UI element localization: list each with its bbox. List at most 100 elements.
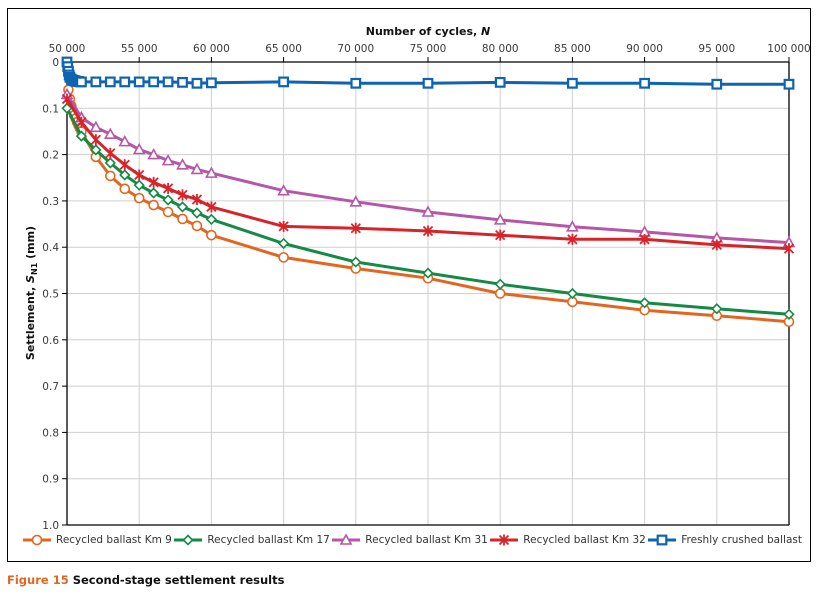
- data-point-recycled-ballast-km-32: [90, 134, 102, 146]
- data-point-freshly-crushed-ballast: [162, 76, 174, 88]
- data-point-freshly-crushed-ballast: [711, 78, 723, 90]
- data-point-recycled-ballast-km-31: [132, 142, 146, 155]
- y-tick-label: 0.9: [42, 474, 59, 486]
- data-point-recycled-ballast-km-17: [277, 237, 290, 250]
- data-point-recycled-ballast-km-9: [206, 229, 217, 241]
- series-recycled-ballast-km-32: [61, 93, 795, 255]
- legend-label: Recycled ballast Km 32: [523, 534, 646, 546]
- data-point-recycled-ballast-km-17: [176, 201, 189, 213]
- data-point-recycled-ballast-km-32: [350, 222, 361, 234]
- data-point-recycled-ballast-km-17: [75, 130, 88, 142]
- data-point-recycled-ballast-km-17: [422, 267, 434, 279]
- data-point-recycled-ballast-km-31: [421, 205, 435, 217]
- legend-swatch-diamond-icon: [174, 534, 203, 546]
- data-point-recycled-ballast-km-32: [177, 189, 188, 201]
- data-point-recycled-ballast-km-31: [118, 134, 132, 147]
- x-tick-label: 85 000: [554, 43, 591, 55]
- x-tick-label: 60 000: [193, 43, 230, 55]
- x-tick-label: 75 000: [410, 43, 447, 55]
- x-tick-label: 55 000: [121, 43, 158, 55]
- chart-frame: [7, 8, 811, 562]
- data-point-freshly-crushed-ballast: [422, 77, 434, 89]
- legend-item-recycled-ballast-km-17: Recycled ballast Km 17: [173, 534, 330, 546]
- data-point-recycled-ballast-km-9: [191, 220, 203, 232]
- data-point-recycled-ballast-km-32: [134, 169, 145, 181]
- data-point-recycled-ballast-km-32: [76, 116, 87, 128]
- data-point-recycled-ballast-km-32: [495, 229, 506, 241]
- series-freshly-crushed-ballast: [61, 56, 795, 90]
- legend-item-recycled-ballast-km-32: Recycled ballast Km 32: [489, 534, 646, 546]
- y-tick-label: 0.7: [42, 381, 59, 393]
- data-point-freshly-crushed-ballast: [566, 77, 578, 89]
- data-point-recycled-ballast-km-31: [176, 158, 189, 170]
- data-point-freshly-crushed-ballast: [76, 76, 87, 88]
- y-tick-label: 0.8: [42, 427, 59, 439]
- legend-marker: [339, 534, 353, 545]
- data-point-freshly-crushed-ballast: [177, 76, 188, 88]
- data-point-freshly-crushed-ballast: [206, 77, 217, 89]
- legend-marker: [499, 534, 510, 546]
- legend-label: Freshly crushed ballast: [681, 534, 802, 546]
- y-tick-label: 1.0: [42, 520, 59, 532]
- data-point-recycled-ballast-km-9: [278, 252, 289, 263]
- data-point-freshly-crushed-ballast: [278, 76, 289, 88]
- data-point-recycled-ballast-km-32: [105, 147, 116, 159]
- data-point-recycled-ballast-km-32: [148, 176, 159, 188]
- data-point-recycled-ballast-km-32: [119, 159, 130, 171]
- data-point-freshly-crushed-ballast: [191, 77, 203, 89]
- data-point-freshly-crushed-ballast: [133, 76, 145, 88]
- data-point-recycled-ballast-km-32: [567, 233, 578, 245]
- y-tick-label: 0.6: [42, 335, 59, 347]
- data-point-recycled-ballast-km-31: [190, 162, 204, 175]
- data-point-recycled-ballast-km-31: [103, 127, 117, 140]
- caption-text: Second-stage settlement results: [72, 573, 285, 587]
- data-point-recycled-ballast-km-32: [639, 233, 650, 245]
- data-point-recycled-ballast-km-31: [161, 153, 175, 166]
- data-point-recycled-ballast-km-31: [205, 166, 218, 178]
- legend-label: Recycled ballast Km 31: [365, 534, 488, 546]
- legend-label: Recycled ballast Km 9: [56, 534, 172, 546]
- data-point-recycled-ballast-km-31: [566, 220, 579, 232]
- x-tick-label: 70 000: [337, 43, 374, 55]
- gridlines: [67, 62, 790, 526]
- data-point-freshly-crushed-ballast: [119, 76, 131, 88]
- data-point-recycled-ballast-km-17: [90, 144, 102, 156]
- legend-marker: [656, 534, 668, 546]
- data-point-recycled-ballast-km-32: [206, 201, 217, 213]
- data-point-recycled-ballast-km-32: [783, 243, 795, 255]
- legend-item-recycled-ballast-km-31: Recycled ballast Km 31: [331, 534, 488, 546]
- data-point-recycled-ballast-km-9: [494, 288, 506, 299]
- data-point-recycled-ballast-km-9: [119, 183, 131, 195]
- data-point-recycled-ballast-km-17: [205, 213, 218, 226]
- data-point-freshly-crushed-ballast: [104, 76, 116, 88]
- data-point-recycled-ballast-km-17: [104, 157, 116, 169]
- series-recycled-ballast-km-17: [61, 102, 795, 320]
- legend: Recycled ballast Km 9 Recycled ballast Km…: [22, 534, 802, 546]
- data-point-recycled-ballast-km-9: [148, 199, 159, 211]
- data-point-recycled-ballast-km-32: [191, 194, 203, 206]
- data-point-recycled-ballast-km-9: [105, 170, 116, 182]
- data-point-recycled-ballast-km-17: [148, 187, 160, 199]
- data-point-recycled-ballast-km-17: [494, 278, 506, 290]
- data-point-freshly-crushed-ballast: [783, 78, 795, 90]
- y-tick-label: 0.2: [42, 150, 59, 162]
- data-point-recycled-ballast-km-31: [349, 195, 363, 207]
- data-point-recycled-ballast-km-32: [162, 182, 174, 194]
- data-point-recycled-ballast-km-17: [119, 169, 131, 181]
- x-tick-label: 100 000: [767, 43, 810, 55]
- data-point-recycled-ballast-km-9: [162, 206, 174, 218]
- data-point-recycled-ballast-km-17: [133, 179, 145, 191]
- series-group: [60, 56, 796, 328]
- legend-item-recycled-ballast-km-9: Recycled ballast Km 9: [22, 534, 172, 546]
- data-point-recycled-ballast-km-32: [61, 93, 73, 105]
- data-point-recycled-ballast-km-31: [89, 120, 103, 133]
- x-tick-label: 95 000: [698, 43, 735, 55]
- legend-swatch-triangle-icon: [332, 534, 361, 545]
- y-axis-title: Settlement, SN1 (mm): [24, 226, 39, 360]
- data-point-recycled-ballast-km-9: [133, 192, 145, 204]
- x-tick-label: 80 000: [482, 43, 519, 55]
- data-point-recycled-ballast-km-17: [162, 194, 174, 206]
- data-point-freshly-crushed-ballast: [639, 77, 650, 89]
- data-point-freshly-crushed-ballast: [350, 77, 362, 89]
